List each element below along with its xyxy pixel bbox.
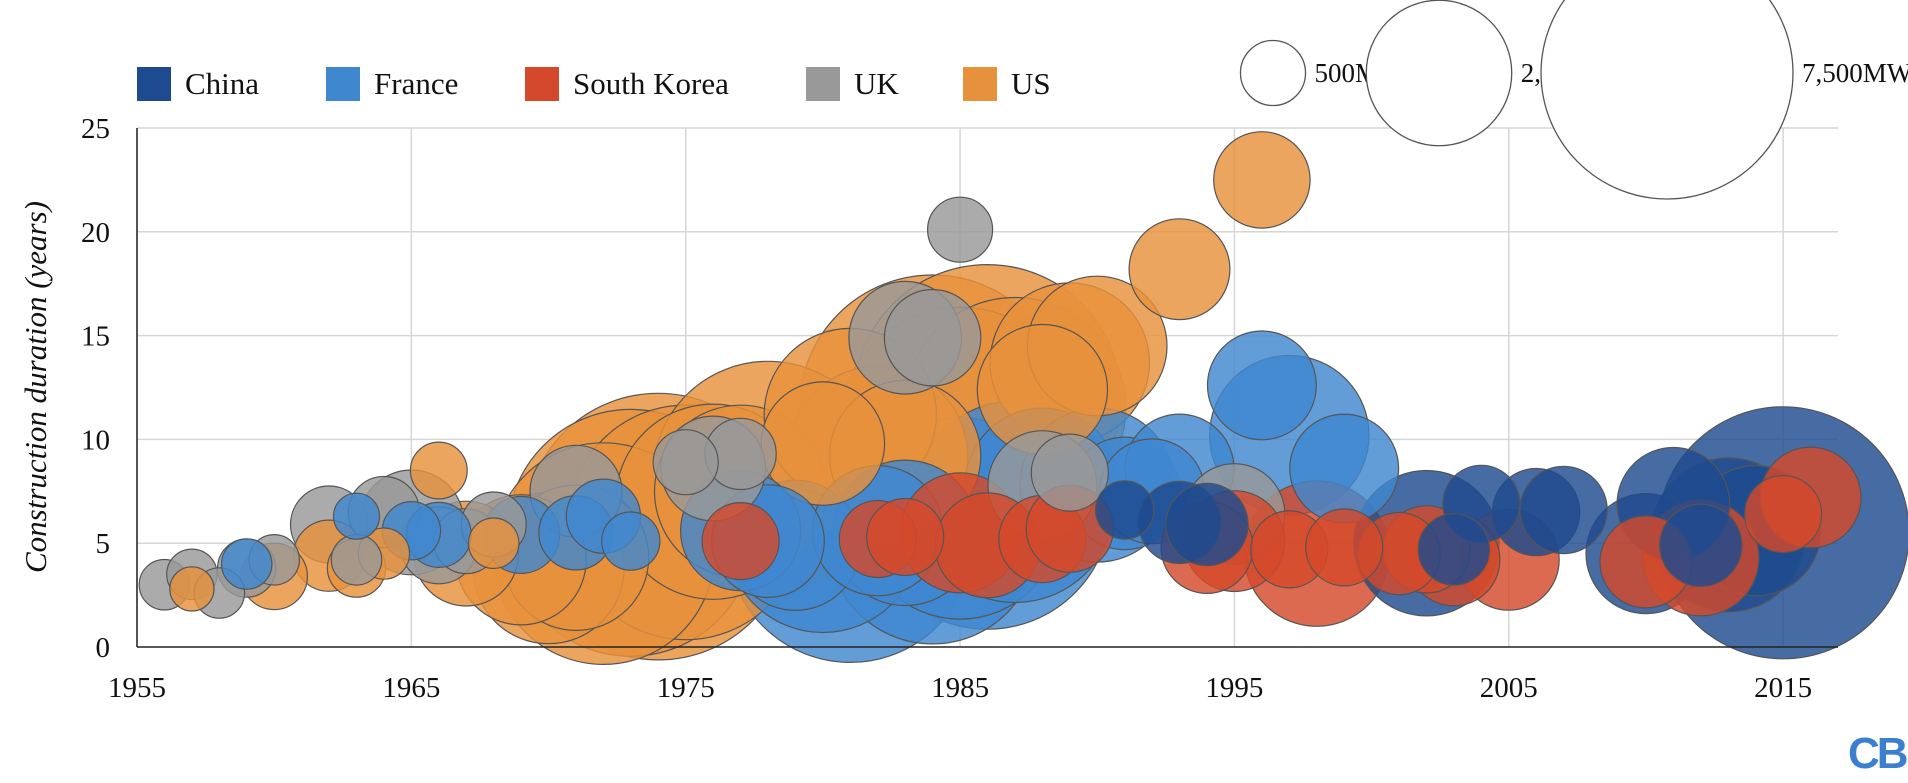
x-tick-label: 1995	[1205, 672, 1263, 704]
legend-swatch	[963, 67, 997, 101]
bubble-south-korea	[701, 501, 780, 581]
y-tick-label: 5	[96, 528, 111, 560]
bubble-france	[1206, 330, 1317, 441]
bubble-china	[1519, 465, 1608, 555]
bubble-china	[1094, 480, 1155, 540]
legend-item-china: China	[137, 66, 259, 101]
legend-label: US	[1011, 66, 1051, 101]
y-axis-title: Construction duration (years)	[18, 201, 53, 573]
legend-label: China	[185, 66, 259, 101]
legend-swatch	[326, 67, 360, 101]
bubble-china	[1417, 513, 1491, 586]
size-legend-circle	[1540, 0, 1794, 200]
y-tick-label: 0	[96, 632, 111, 664]
y-tick-label: 10	[81, 424, 110, 456]
x-tick-label: 1965	[382, 672, 440, 704]
bubble-us	[409, 441, 468, 500]
bubble-uk	[926, 196, 994, 263]
x-tick-label: 1955	[108, 672, 166, 704]
legend-swatch	[806, 67, 840, 101]
bubble-france	[332, 492, 381, 540]
tick-labels: 0 5 10 15 20 25 1955 1965 1975 1985 1995 2005 2015	[81, 113, 1812, 704]
bubble-us	[1128, 218, 1231, 321]
bubble-uk	[330, 533, 383, 586]
legend-item-uk: UK	[806, 66, 899, 101]
y-tick-label: 25	[81, 113, 110, 145]
bubble-south-korea	[866, 497, 945, 577]
legend-item-france: France	[326, 66, 458, 101]
legend-label: UK	[854, 66, 899, 101]
bubble-us	[1213, 131, 1311, 229]
legend: China France South Korea UK US	[137, 66, 1051, 101]
cb-logo: CB	[1848, 729, 1907, 778]
bubble-uk	[652, 429, 719, 496]
legend-swatch	[137, 67, 171, 101]
bubble-france	[601, 511, 661, 571]
legend-item-south-korea: South Korea	[525, 66, 729, 101]
x-tick-label: 2005	[1480, 672, 1538, 704]
bubble-us	[467, 517, 520, 570]
y-tick-label: 15	[81, 321, 110, 353]
x-tick-label: 2015	[1754, 672, 1812, 704]
bubble-china	[1165, 482, 1249, 567]
size-legend-label: 7,500MW	[1802, 58, 1908, 88]
legend-swatch	[525, 67, 559, 101]
legend-label: South Korea	[573, 66, 729, 101]
size-legend-circle	[1239, 39, 1307, 107]
bubble-uk	[883, 288, 982, 387]
y-tick-label: 20	[81, 217, 110, 249]
bubble-south-korea	[1743, 474, 1823, 554]
size-legend-item: 7,500MW	[1540, 0, 1908, 200]
bubble-south-korea	[1305, 508, 1384, 587]
bubble-uk	[1030, 433, 1109, 512]
bubbles	[138, 131, 1908, 665]
legend-label: France	[374, 66, 458, 101]
x-tick-label: 1985	[931, 672, 989, 704]
legend-item-us: US	[963, 66, 1051, 101]
bubble-france	[220, 538, 273, 590]
axes	[136, 128, 1838, 648]
bubble-france	[1289, 413, 1400, 524]
x-tick-label: 1975	[657, 672, 715, 704]
bubble-china	[1659, 503, 1743, 587]
size-legend-circle	[1365, 0, 1513, 147]
bubble-us	[169, 566, 215, 612]
